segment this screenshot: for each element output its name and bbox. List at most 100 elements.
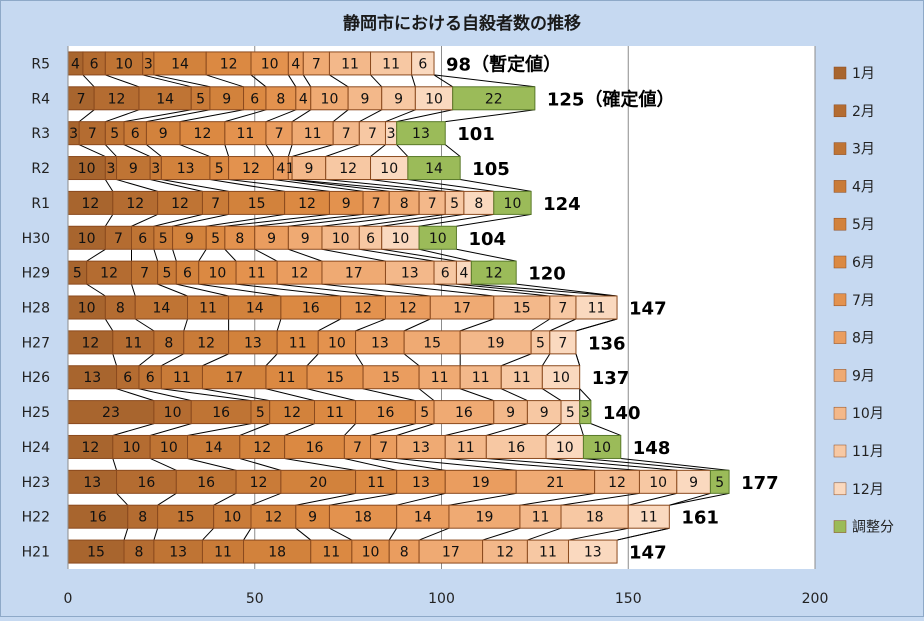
legend-label: 5月 <box>852 217 875 233</box>
data-label: 3 <box>106 161 115 177</box>
series-line <box>288 213 390 227</box>
series-line <box>187 457 237 471</box>
series-line <box>273 179 364 192</box>
data-label: 11 <box>588 301 606 317</box>
series-line <box>86 283 106 297</box>
series-line <box>291 109 312 123</box>
data-label: 12 <box>485 266 503 282</box>
data-label: 10 <box>164 405 182 421</box>
data-label: 7 <box>353 440 362 456</box>
legend-swatch <box>833 217 847 231</box>
series-line <box>321 248 386 262</box>
total-label: 147 <box>629 299 667 320</box>
series-line <box>105 74 140 88</box>
series-line <box>542 388 562 402</box>
chart-title: 静岡市における自殺者数の推移 <box>343 13 581 34</box>
series-line <box>583 457 711 471</box>
data-label: 13 <box>244 335 262 351</box>
series-line <box>224 248 237 262</box>
data-label: 9 <box>159 126 168 142</box>
bar-segment <box>418 225 457 250</box>
data-label: 8 <box>276 91 285 107</box>
data-label: 16 <box>306 440 324 456</box>
bar-segment <box>575 295 618 320</box>
data-label: 9 <box>506 405 515 421</box>
series-line <box>460 318 494 332</box>
series-line <box>250 492 282 506</box>
series-line <box>112 423 155 436</box>
series-line <box>332 109 349 123</box>
data-label: 10 <box>425 91 443 107</box>
series-line <box>448 492 517 506</box>
data-label: 11 <box>532 510 550 526</box>
bar-segment <box>567 539 618 564</box>
data-label: 13 <box>83 370 101 386</box>
data-label: 16 <box>89 510 107 526</box>
series-line <box>302 74 312 88</box>
series-line <box>288 179 390 192</box>
series-line <box>325 179 446 192</box>
legend-swatch <box>833 293 847 307</box>
data-label: 15 <box>382 370 400 386</box>
legend-label: 9月 <box>852 368 875 384</box>
total-label: 137 <box>592 368 630 389</box>
series-line <box>359 213 446 227</box>
data-label: 3 <box>151 161 160 177</box>
data-label: 18 <box>586 510 604 526</box>
bar-segment <box>396 121 446 146</box>
data-label: 5 <box>256 405 265 421</box>
series-line <box>568 527 629 541</box>
series-line <box>265 388 315 402</box>
y-tick-label: R3 <box>31 126 50 142</box>
x-tick-label: 150 <box>615 591 642 607</box>
data-label: 13 <box>169 545 187 561</box>
series-line <box>419 213 494 227</box>
legend-swatch <box>833 104 847 118</box>
legend-label: 12月 <box>852 482 884 498</box>
series-line <box>187 423 252 436</box>
data-label: 5 <box>73 266 82 282</box>
data-label: 11 <box>278 370 296 386</box>
total-label: 98（暫定値） <box>446 53 561 75</box>
series-line <box>396 492 446 506</box>
series-line <box>131 283 136 297</box>
series-line <box>183 318 188 332</box>
data-label: 3 <box>69 126 78 142</box>
data-label: 7 <box>558 335 567 351</box>
data-label: 11 <box>382 56 400 72</box>
data-label: 10 <box>78 301 96 317</box>
data-label: 10 <box>223 510 241 526</box>
legend-label: 11月 <box>852 444 884 460</box>
data-label: 15 <box>177 510 195 526</box>
data-label: 9 <box>222 91 231 107</box>
legend-swatch <box>833 331 847 344</box>
series-line <box>321 213 420 227</box>
data-label: 12 <box>399 301 417 317</box>
series-line <box>527 527 562 541</box>
series-line <box>153 74 211 88</box>
series-line <box>179 144 211 157</box>
series-line <box>456 213 532 227</box>
data-label: 5 <box>196 91 205 107</box>
total-label: 177 <box>741 473 779 494</box>
series-line <box>150 179 203 192</box>
y-tick-label: H30 <box>22 231 50 247</box>
data-label: 4 <box>459 266 468 282</box>
series-line <box>116 492 129 506</box>
data-label: 3 <box>144 56 153 72</box>
series-line <box>161 388 252 402</box>
series-line <box>149 458 177 471</box>
series-line <box>516 283 618 297</box>
data-label: 12 <box>108 91 126 107</box>
data-label: 9 <box>304 161 313 177</box>
series-line <box>265 144 274 157</box>
data-label: 18 <box>268 545 286 561</box>
data-label: 16 <box>197 475 215 491</box>
data-label: 14 <box>414 510 432 526</box>
x-tick-label: 50 <box>246 591 264 607</box>
data-label: 12 <box>194 126 212 142</box>
series-line <box>318 318 341 332</box>
series-line <box>385 283 494 297</box>
data-label: 13 <box>83 475 101 491</box>
data-label: 8 <box>138 510 147 526</box>
